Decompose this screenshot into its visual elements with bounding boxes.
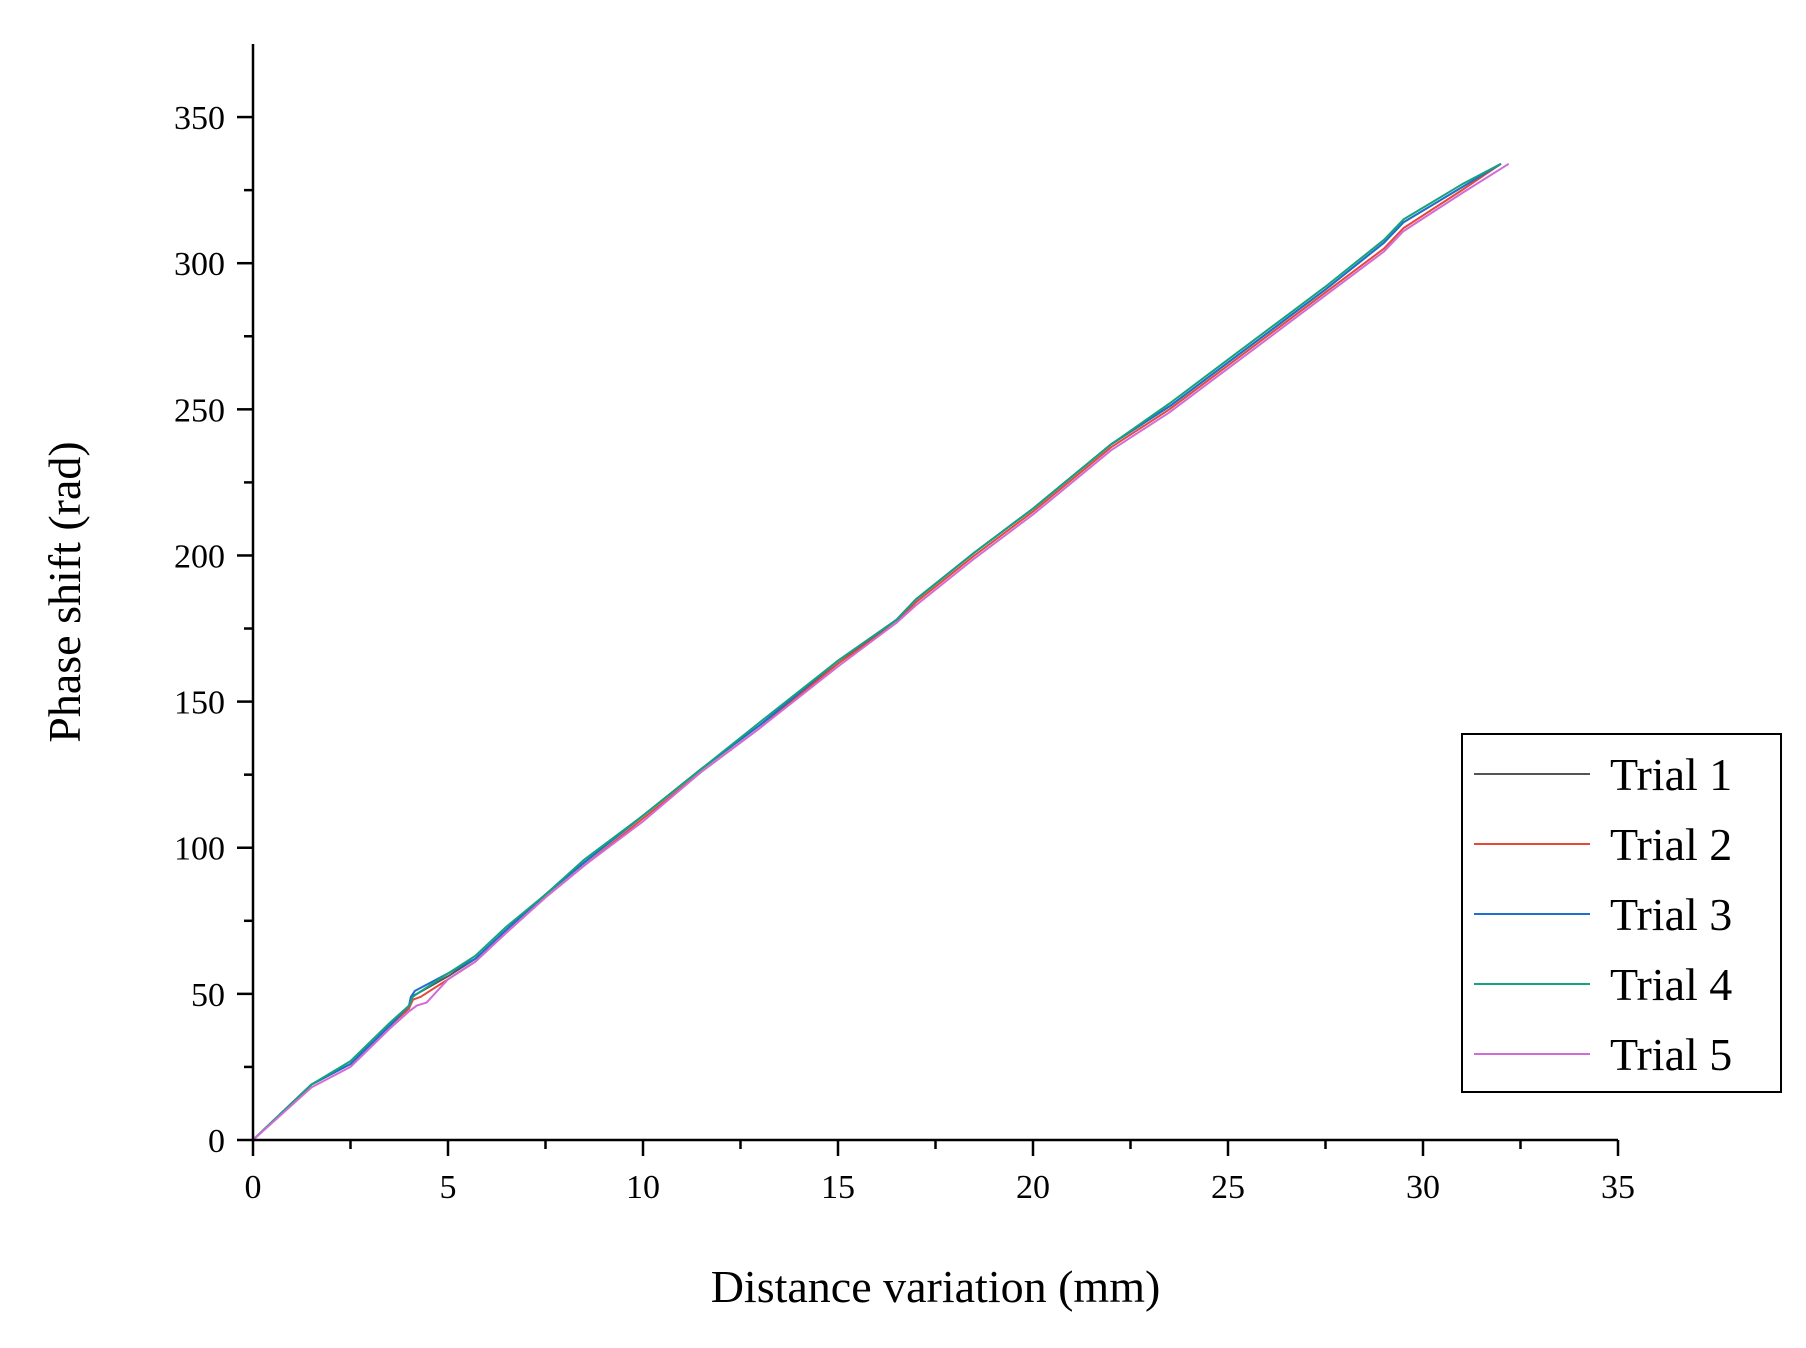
legend-label: Trial 4: [1610, 959, 1732, 1010]
y-tick-label: 350: [174, 100, 225, 137]
plot-series-group: [252, 162, 1510, 1141]
series-line-trial-4: [252, 162, 1502, 1141]
legend-label: Trial 5: [1610, 1029, 1732, 1080]
y-tick-label: 150: [174, 685, 225, 722]
y-axis-title: Phase shift (rad): [39, 441, 90, 742]
series-line-trial-1: [252, 162, 1502, 1141]
x-tick-label: 15: [821, 1169, 855, 1206]
y-tick-label: 0: [208, 1123, 225, 1160]
series-line-trial-5: [252, 162, 1510, 1141]
y-tick-label: 100: [174, 831, 225, 868]
x-tick-label: 25: [1211, 1169, 1245, 1206]
x-tick-label: 30: [1406, 1169, 1440, 1206]
x-tick-label: 20: [1016, 1169, 1050, 1206]
x-tick-label: 5: [440, 1169, 457, 1206]
y-tick-label: 200: [174, 538, 225, 575]
legend-label: Trial 2: [1610, 819, 1732, 870]
x-tick-label: 0: [245, 1169, 262, 1206]
x-tick-label: 35: [1601, 1169, 1635, 1206]
y-tick-label: 300: [174, 246, 225, 283]
legend: Trial 1 Trial 2 Trial 3 Trial 4 Trial 5: [1461, 733, 1782, 1093]
axes-group: [251, 44, 1618, 1142]
y-tick-label: 50: [191, 977, 225, 1014]
legend-label: Trial 1: [1610, 749, 1732, 800]
legend-label: Trial 3: [1610, 889, 1732, 940]
y-tick-label: 250: [174, 392, 225, 429]
series-line-trial-2: [252, 162, 1502, 1141]
x-axis-title: Distance variation (mm): [711, 1261, 1161, 1312]
series-line-trial-3: [252, 162, 1502, 1141]
x-tick-label: 10: [626, 1169, 660, 1206]
